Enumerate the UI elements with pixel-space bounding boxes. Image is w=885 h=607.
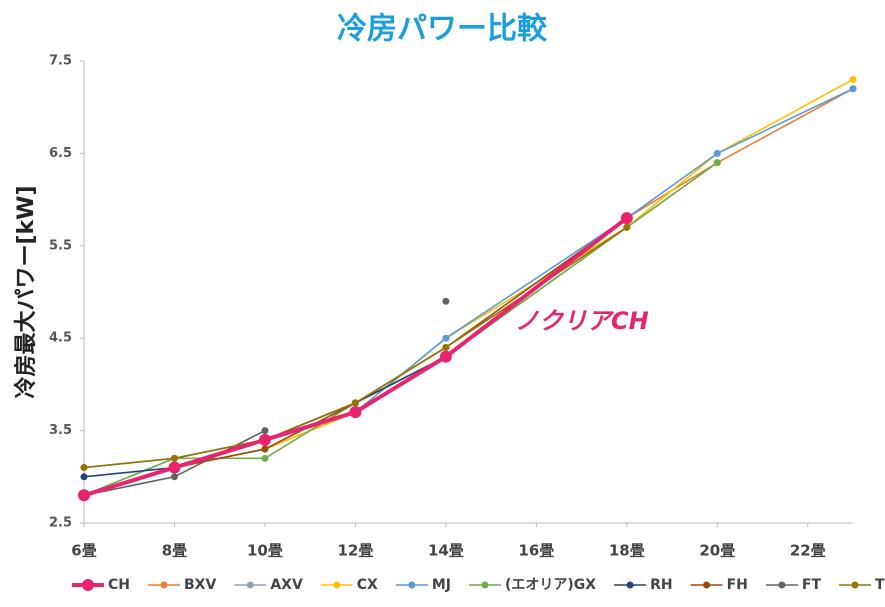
y-tick-label: 5.5	[49, 238, 72, 253]
x-tick-label: 8畳	[162, 542, 187, 560]
series-line	[83, 217, 628, 497]
data-point	[439, 350, 452, 363]
legend-marker	[408, 581, 416, 589]
data-point	[442, 297, 450, 305]
legend-label: MJ	[432, 577, 451, 593]
data-point	[849, 75, 857, 83]
data-point	[849, 85, 857, 93]
data-point	[349, 406, 362, 419]
annotation: ノクリアCH	[515, 307, 649, 335]
data-point	[261, 427, 269, 435]
data-point	[620, 212, 633, 225]
data-point	[623, 223, 631, 231]
legend-marker	[481, 581, 489, 589]
legend-label: T	[875, 577, 885, 593]
legend-label: CH	[108, 577, 130, 593]
data-point	[351, 399, 359, 407]
data-point	[80, 464, 88, 472]
x-tick-label: 16畳	[518, 542, 554, 560]
x-tick-label: 14畳	[428, 542, 464, 560]
y-tick-label: 3.5	[49, 423, 72, 438]
x-tick-label: 22畳	[790, 542, 826, 560]
x-tick-label: 12畳	[337, 542, 373, 560]
legend-marker	[703, 581, 711, 589]
legend-marker	[160, 581, 168, 589]
series-line	[83, 217, 628, 478]
x-tick-label: 10畳	[247, 542, 283, 560]
y-axis-label: 冷房最大パワー[kW]	[13, 185, 39, 398]
data-point	[261, 445, 269, 453]
chart-title: 冷房パワー比較	[337, 12, 548, 47]
legend-label: FH	[727, 577, 748, 593]
data-point	[78, 489, 90, 502]
legend-label: FT	[802, 577, 822, 593]
series-line	[83, 226, 628, 469]
series-line	[83, 87, 854, 469]
data-point	[713, 159, 721, 167]
legend-label: AXV	[270, 577, 303, 593]
data-point	[442, 334, 450, 342]
series-line	[83, 78, 854, 497]
x-tick-label: 18畳	[609, 542, 645, 560]
legend-marker	[246, 581, 254, 589]
data-point	[713, 149, 721, 157]
y-tick-label: 4.5	[49, 331, 72, 346]
data-point	[80, 473, 88, 481]
legend-label: BXV	[184, 577, 216, 593]
legend-marker	[333, 581, 341, 589]
data-point	[261, 454, 269, 462]
data-point	[170, 473, 178, 481]
legend-marker	[626, 581, 634, 589]
data-point	[258, 433, 271, 446]
data-point	[442, 343, 450, 351]
legend-label: RH	[650, 577, 673, 593]
data-point	[168, 461, 181, 474]
y-tick-label: 6.5	[49, 146, 72, 161]
series-line	[83, 216, 629, 498]
legend-marker	[851, 581, 859, 589]
legend-label: CX	[357, 577, 378, 593]
legend-marker	[778, 581, 786, 589]
data-point	[170, 454, 178, 462]
x-tick-label: 6畳	[71, 542, 96, 560]
y-tick-label: 2.5	[49, 516, 72, 531]
legend-label: (エオリア)GX	[505, 577, 596, 593]
x-tick-label: 20畳	[699, 542, 735, 560]
y-tick-label: 7.5	[49, 54, 72, 69]
legend-marker	[82, 579, 94, 591]
series-line	[83, 88, 854, 497]
